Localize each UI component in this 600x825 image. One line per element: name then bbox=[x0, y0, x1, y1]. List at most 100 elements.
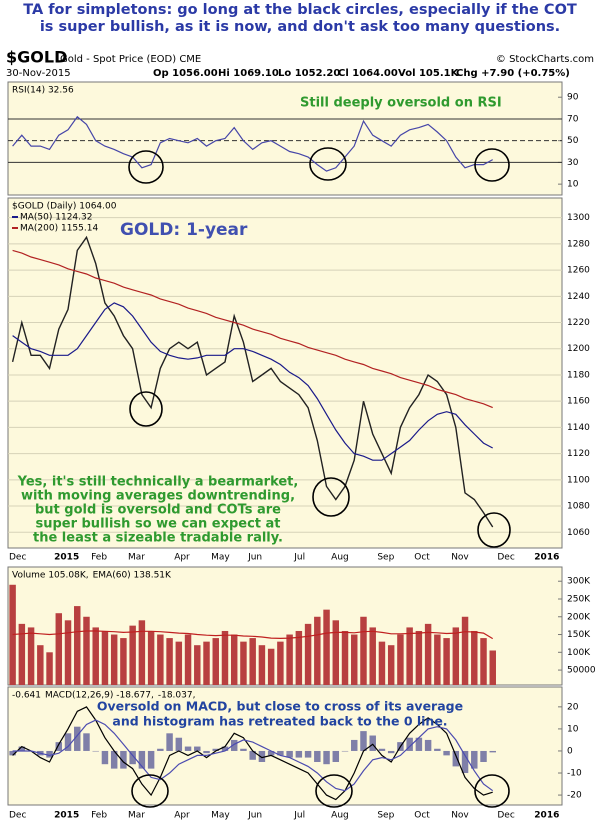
x-tick-label: Oct bbox=[414, 553, 430, 563]
x-tick-label: Dec bbox=[497, 811, 514, 821]
quote: Lo 1052.20 bbox=[278, 68, 340, 79]
legend-label: EMA(60) 138.51K bbox=[93, 571, 172, 581]
legend-label: MACD(12,26,9) -18.677, bbox=[45, 691, 154, 701]
bar bbox=[277, 750, 284, 756]
bar bbox=[203, 641, 210, 685]
bar bbox=[46, 652, 53, 685]
bar bbox=[138, 750, 146, 769]
y-tick-label: 1160 bbox=[567, 397, 590, 407]
bar bbox=[369, 735, 376, 751]
y-tick-label: -10 bbox=[567, 769, 582, 779]
bar bbox=[249, 638, 256, 685]
circle bbox=[128, 150, 164, 184]
annotation: Oversold on MACD, but close to cross of … bbox=[97, 699, 463, 714]
y-tick-label: 100K bbox=[567, 648, 591, 658]
bar bbox=[424, 623, 432, 685]
bar bbox=[461, 750, 469, 774]
y-tick-label: 150K bbox=[567, 630, 591, 640]
bar bbox=[387, 645, 395, 685]
y-tick-label: 1240 bbox=[567, 292, 590, 302]
bar bbox=[314, 616, 321, 685]
y-tick-label: 1080 bbox=[567, 502, 590, 512]
bar bbox=[378, 641, 386, 685]
bar bbox=[194, 645, 201, 685]
legend-label: RSI(14) 32.56 bbox=[12, 86, 74, 96]
y-tick-label: 50000 bbox=[567, 666, 596, 676]
x-tick-label: Nov bbox=[451, 553, 469, 563]
symbol: $GOLD bbox=[6, 48, 67, 67]
y-tick-label: 1220 bbox=[567, 318, 590, 328]
series-line bbox=[12, 706, 493, 801]
annotation: the least a sizeable tradable rally. bbox=[33, 531, 283, 546]
bar bbox=[480, 638, 487, 685]
y-tick-label: 30 bbox=[567, 158, 579, 168]
circle bbox=[131, 774, 169, 808]
circle bbox=[312, 477, 350, 517]
x-tick-label: 2015 bbox=[54, 811, 79, 821]
legend-label: MA(50) 1124.32 bbox=[20, 213, 92, 223]
bar bbox=[120, 638, 127, 685]
bar bbox=[230, 634, 238, 685]
bar bbox=[489, 750, 496, 753]
circle bbox=[309, 147, 347, 181]
y-tick-label: 1060 bbox=[567, 528, 590, 538]
quote: Vol 105.1K bbox=[398, 68, 460, 79]
bar bbox=[194, 746, 201, 751]
circle bbox=[129, 391, 163, 427]
y-tick-label: 10 bbox=[567, 724, 579, 734]
x-tick-label: Jun bbox=[247, 811, 262, 821]
bar bbox=[9, 584, 16, 685]
x-tick-label: 2015 bbox=[54, 553, 79, 563]
bar bbox=[221, 746, 229, 751]
bar bbox=[74, 606, 81, 685]
bar bbox=[101, 630, 109, 685]
circle bbox=[474, 148, 510, 182]
y-tick-label: 1260 bbox=[567, 266, 590, 276]
x-tick-label: Aug bbox=[331, 811, 349, 821]
panel bbox=[7, 81, 563, 196]
bar bbox=[258, 645, 266, 685]
bar bbox=[230, 739, 238, 751]
description: Gold - Spot Price (EOD) CME bbox=[60, 54, 201, 65]
annotation: and histogram has retreated back to the … bbox=[112, 714, 447, 729]
circle bbox=[477, 512, 511, 548]
y-tick-label: 70 bbox=[567, 114, 579, 124]
x-tick-label: Jul bbox=[293, 553, 305, 563]
panel bbox=[7, 686, 563, 806]
note-line: is super bullish, as it is now, and don'… bbox=[40, 19, 560, 35]
annotation: Still deeply oversold on RSI bbox=[300, 96, 502, 111]
annotation: with moving averages downtrending, bbox=[21, 489, 295, 504]
quote: Hi 1069.10 bbox=[218, 68, 279, 79]
bar bbox=[101, 750, 109, 765]
bar bbox=[323, 609, 330, 685]
panel bbox=[7, 197, 563, 549]
bar bbox=[406, 737, 413, 751]
bar bbox=[120, 750, 127, 769]
date: 30-Nov-2015 bbox=[6, 68, 71, 79]
x-tick-label: Jun bbox=[247, 553, 262, 563]
bar bbox=[332, 620, 340, 685]
quote: Cl 1064.00 bbox=[338, 68, 398, 79]
series-line bbox=[12, 630, 494, 640]
y-tick-label: 1300 bbox=[567, 213, 590, 223]
x-tick-label: Sep bbox=[377, 811, 394, 821]
bar bbox=[18, 746, 26, 751]
bar bbox=[184, 634, 192, 685]
x-tick-label: 2016 bbox=[534, 811, 559, 821]
bar bbox=[175, 737, 183, 751]
bar bbox=[27, 627, 35, 685]
bar bbox=[351, 739, 358, 751]
series-line bbox=[12, 719, 494, 792]
bar bbox=[203, 750, 210, 754]
y-tick-label: 250K bbox=[567, 594, 591, 604]
circles bbox=[128, 147, 511, 808]
y-tick-label: 1140 bbox=[567, 423, 590, 433]
annotation: super bullish so we can expect at bbox=[35, 517, 280, 532]
y-tick-label: 200K bbox=[567, 612, 591, 622]
x-tick-label: Dec bbox=[9, 811, 26, 821]
bar bbox=[369, 627, 376, 685]
circle bbox=[315, 774, 353, 808]
x-tick-label: Nov bbox=[451, 811, 469, 821]
bar bbox=[184, 746, 192, 751]
